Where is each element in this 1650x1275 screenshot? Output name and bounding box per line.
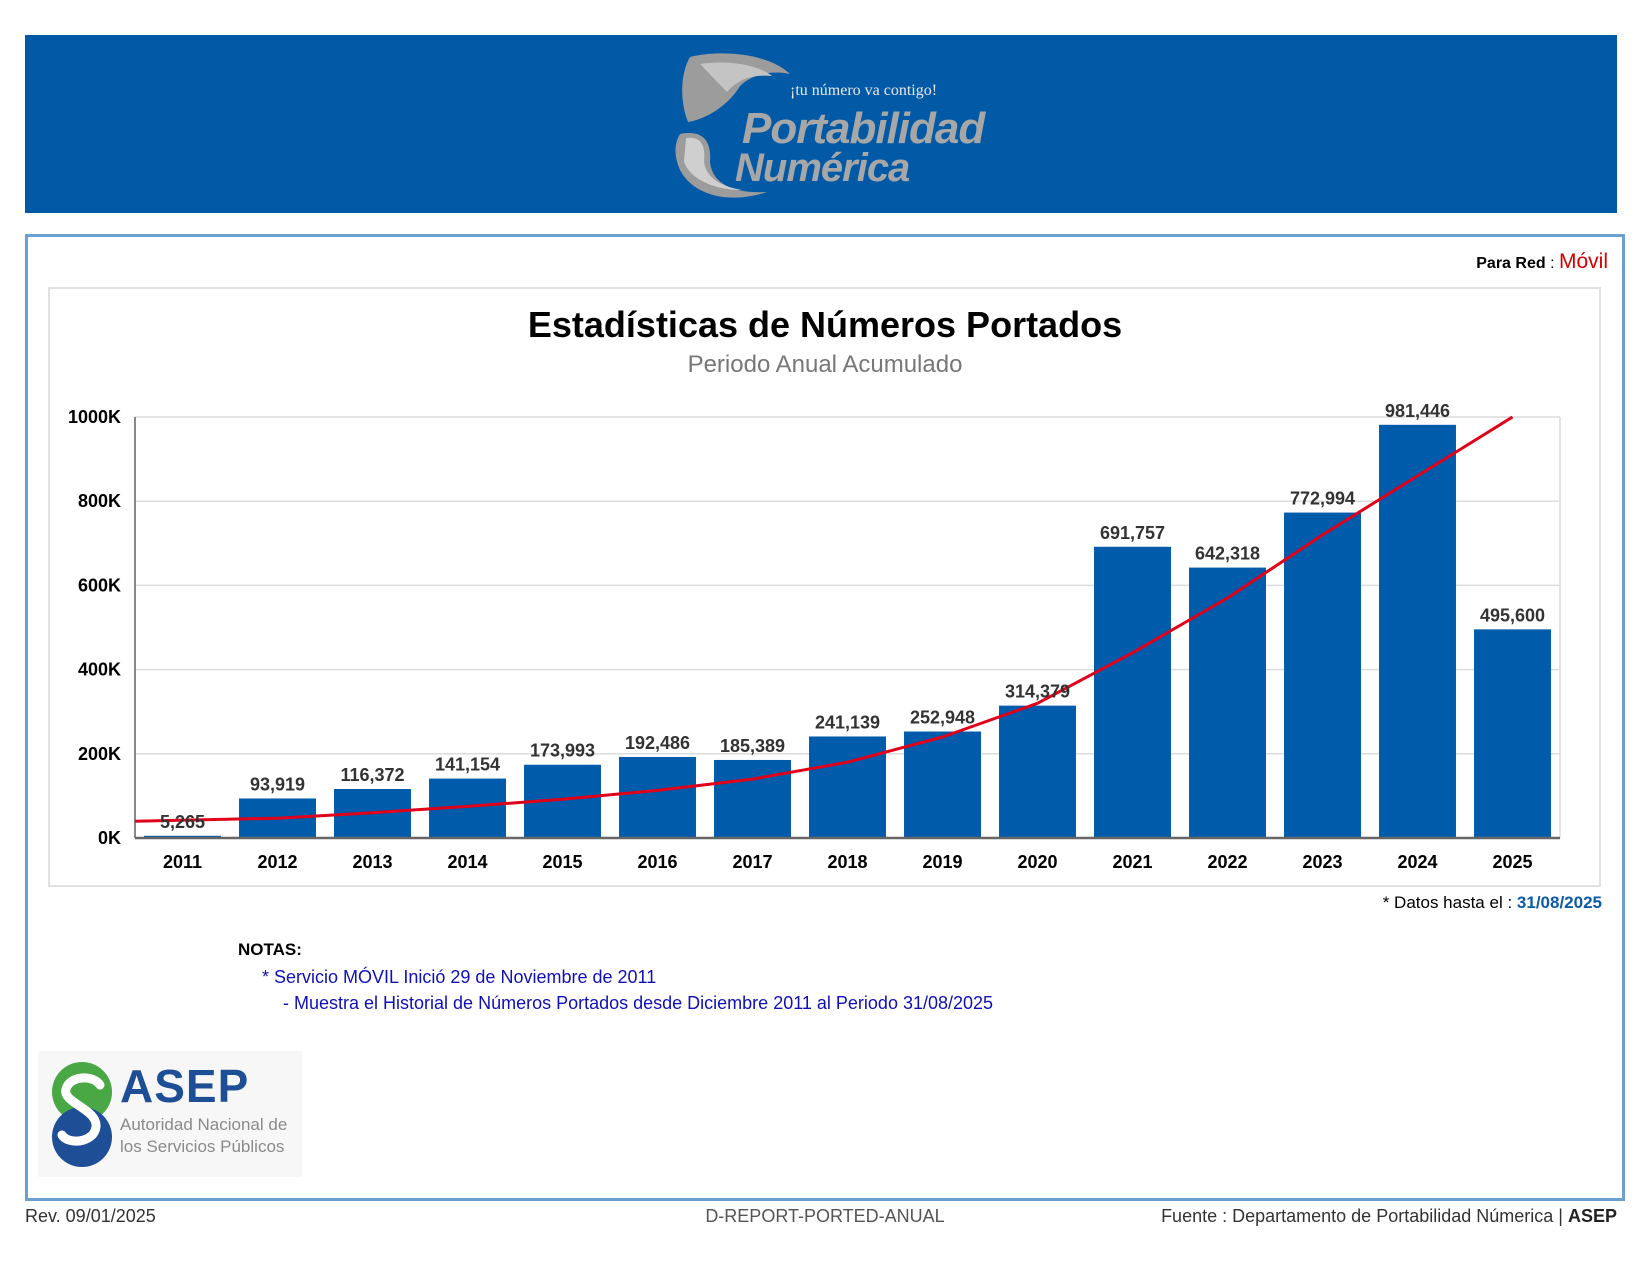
chart-labels: 5,265 93,919 116,372 141,154 173,993 192,486 1… xyxy=(160,401,1545,832)
footer-source: Fuente : Departamento de Portabilidad Nú… xyxy=(1161,1206,1617,1227)
portabilidad-logo-icon xyxy=(675,53,790,198)
footer-source-org: ASEP xyxy=(1567,1206,1617,1226)
x-tick-label: 2025 xyxy=(1492,852,1532,872)
x-tick-label: 2021 xyxy=(1112,852,1152,872)
network-value: Móvil xyxy=(1558,250,1608,273)
data-label: 192,486 xyxy=(625,733,690,753)
x-tick-label: 2017 xyxy=(732,852,772,872)
x-tick-label: 2013 xyxy=(352,852,392,872)
y-tick-label: 600K xyxy=(78,575,121,595)
data-date-label: * Datos hasta el : xyxy=(1382,893,1513,912)
x-tick-label: 2019 xyxy=(922,852,962,872)
data-label: 185,389 xyxy=(720,736,785,756)
data-label: 252,948 xyxy=(910,708,975,728)
asep-emblem-icon xyxy=(52,1062,112,1167)
footer-report-code: D-REPORT-PORTED-ANUAL xyxy=(705,1206,945,1226)
data-label: 772,994 xyxy=(1290,489,1355,509)
chart-bars xyxy=(144,424,1551,838)
data-date-value: 31/08/2025 xyxy=(1516,893,1602,912)
chart-title: Estadísticas de Números Portados xyxy=(527,304,1123,345)
bar xyxy=(1379,424,1456,838)
chart-container xyxy=(48,287,1601,887)
data-label: 642,318 xyxy=(1195,544,1260,564)
footer-source-text: Fuente : Departamento de Portabilidad Nú… xyxy=(1161,1206,1563,1226)
network-separator: : xyxy=(1550,255,1555,272)
note-line-1: * Servicio MÓVIL Inició 29 de Noviembre … xyxy=(262,967,657,987)
data-date: * Datos hasta el : 31/08/2025 xyxy=(1383,893,1602,913)
trendline-path xyxy=(134,415,1514,823)
x-tick-label: 2018 xyxy=(827,852,867,872)
bar xyxy=(1094,546,1171,838)
y-tick-label: 200K xyxy=(78,744,121,764)
bar xyxy=(809,736,886,838)
asep-subtitle-1: Autoridad Nacional de xyxy=(120,1115,288,1134)
data-label: 5,265 xyxy=(160,812,205,832)
bar xyxy=(1474,629,1551,838)
bar xyxy=(904,731,981,838)
x-tick-label: 2016 xyxy=(637,852,677,872)
x-tick-label: 2022 xyxy=(1207,852,1247,872)
x-tick-label: 2011 xyxy=(163,852,202,872)
bar xyxy=(1284,512,1361,838)
data-label: 981,446 xyxy=(1385,401,1450,421)
bar xyxy=(999,705,1076,838)
x-tick-label: 2014 xyxy=(447,852,487,872)
bar xyxy=(714,759,791,838)
tagline: ¡tu número va contigo! xyxy=(790,82,938,99)
x-tick-label: 2020 xyxy=(1017,852,1057,872)
y-tick-label: 400K xyxy=(78,660,121,680)
brand-title: Portabilidad xyxy=(742,104,985,153)
asep-subtitle-2: los Servicios Públicos xyxy=(120,1137,285,1156)
network-indicator: Para Red : Móvil xyxy=(1476,250,1608,274)
x-tick-label: 2024 xyxy=(1397,852,1437,872)
notes-title: NOTAS: xyxy=(238,940,302,959)
bar xyxy=(619,756,696,838)
header-banner xyxy=(25,35,1617,213)
chart-trendline xyxy=(134,415,1514,823)
brand-subtitle: Numérica xyxy=(735,146,910,190)
asep-logo: ASEP Autoridad Nacional de los Servicios… xyxy=(38,1051,302,1177)
bar xyxy=(1189,567,1266,838)
report-frame xyxy=(25,234,1625,1201)
x-tick-label: 2012 xyxy=(257,852,297,872)
asep-name: ASEP xyxy=(120,1060,250,1112)
note-line-2: - Muestra el Historial de Números Portad… xyxy=(283,993,994,1013)
x-tick-label: 2015 xyxy=(542,852,582,872)
data-label: 495,600 xyxy=(1480,605,1545,625)
y-tick-label: 1000K xyxy=(68,407,121,427)
network-label: Para Red xyxy=(1476,255,1546,272)
data-label: 173,993 xyxy=(530,741,595,761)
data-label: 691,757 xyxy=(1100,523,1165,543)
footer-revision: Rev. 09/01/2025 xyxy=(25,1206,156,1226)
data-label: 116,372 xyxy=(340,765,404,785)
data-label: 241,139 xyxy=(815,712,880,732)
x-tick-label: 2023 xyxy=(1302,852,1342,872)
y-tick-label: 0K xyxy=(98,828,121,848)
data-label: 93,919 xyxy=(250,774,305,794)
y-tick-label: 800K xyxy=(78,491,121,511)
data-label: 314,379 xyxy=(1005,682,1070,702)
chart-subtitle: Periodo Anual Acumulado xyxy=(687,351,963,378)
data-label: 141,154 xyxy=(435,755,500,775)
chart-axes: 0K 200K 400K 600K 800K 1000K 2011 2012 2013 2014 2… xyxy=(68,407,1560,872)
